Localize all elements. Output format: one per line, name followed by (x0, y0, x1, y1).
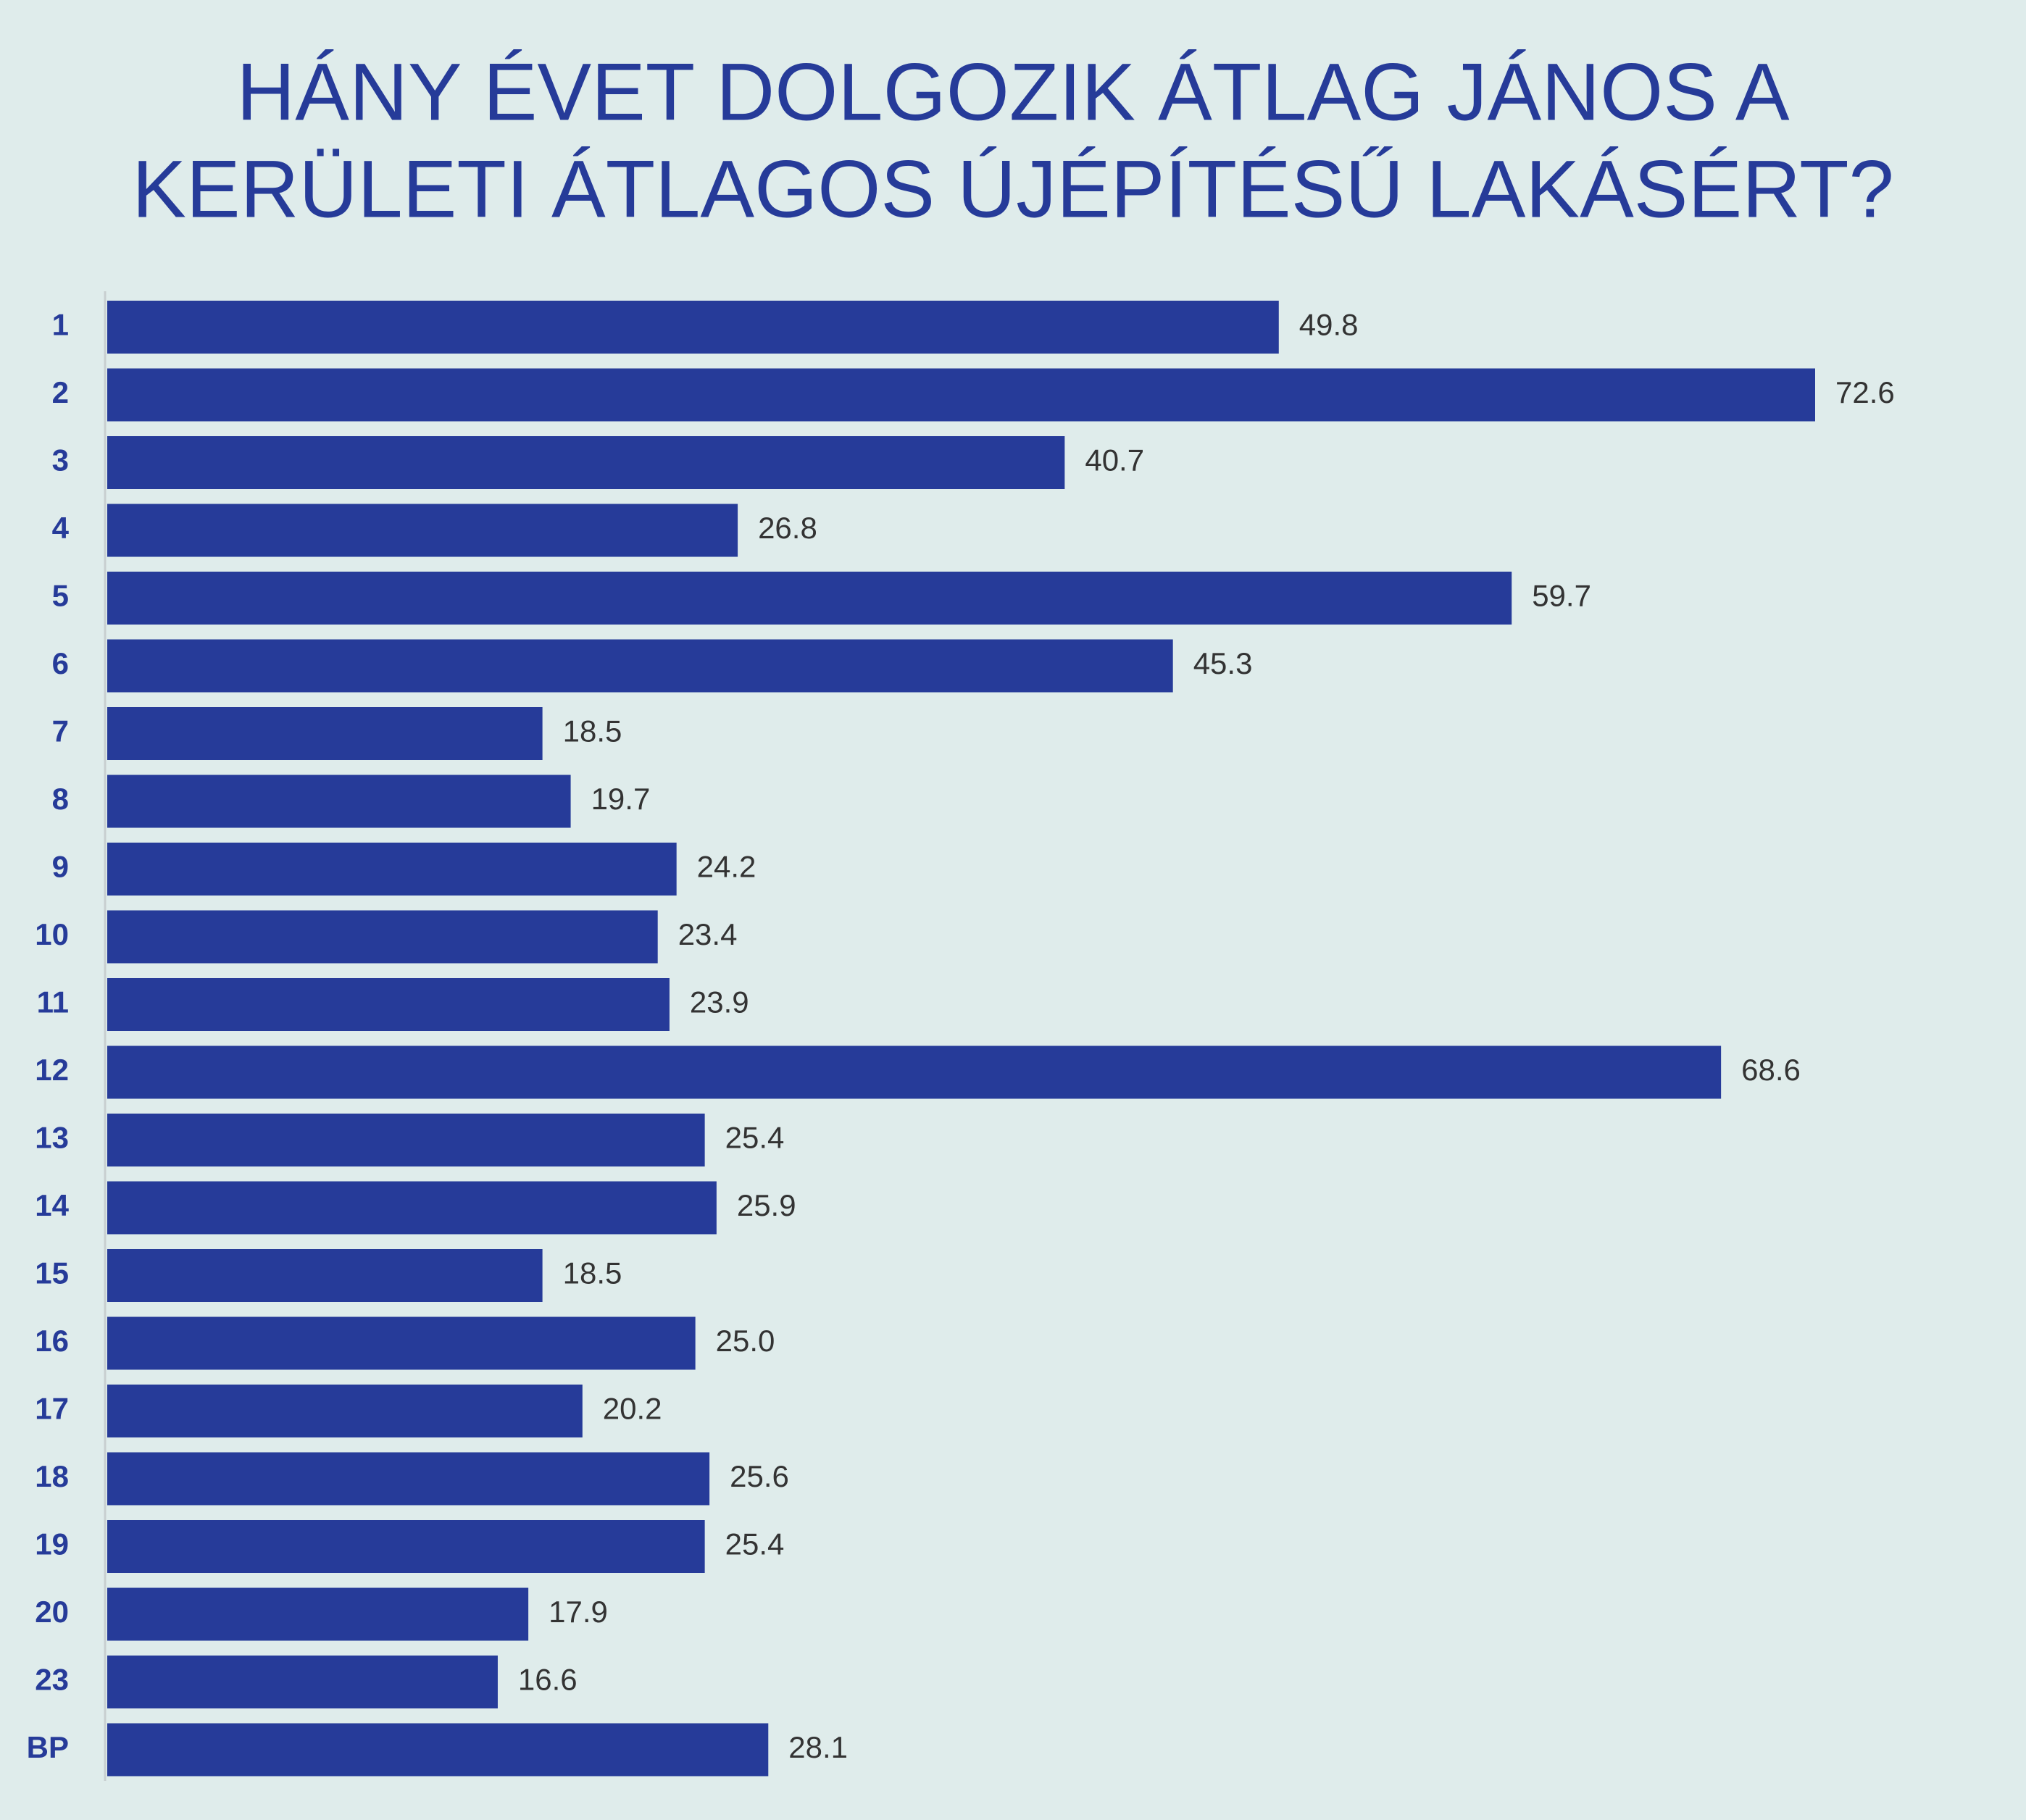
bar (107, 301, 1279, 354)
bar (107, 1656, 498, 1708)
category-label: BP (27, 1730, 69, 1764)
value-label: 28.1 (788, 1730, 848, 1764)
value-label: 18.5 (563, 1256, 622, 1290)
category-label: 17 (35, 1392, 69, 1426)
category-label: 11 (37, 985, 69, 1019)
chart-title: KERÜLETI ÁTLAGOS ÚJÉPÍTÉSŰ LAKÁSÉRT? (132, 144, 1894, 235)
value-label: 23.4 (678, 917, 738, 951)
category-label: 15 (35, 1256, 69, 1290)
category-label: 6 (52, 646, 69, 680)
bar (107, 1316, 696, 1370)
value-label: 17.9 (549, 1595, 608, 1629)
value-label: 25.4 (725, 1527, 785, 1561)
bar (107, 368, 1815, 422)
bar (107, 843, 677, 896)
bar (107, 572, 1512, 625)
value-label: 45.3 (1193, 646, 1253, 680)
value-label: 49.8 (1299, 308, 1359, 342)
value-label: 25.0 (716, 1324, 775, 1358)
value-label: 59.7 (1532, 579, 1591, 613)
bar (107, 1723, 769, 1777)
category-label: 16 (35, 1324, 69, 1358)
bar (107, 1385, 583, 1437)
value-label: 19.7 (591, 782, 651, 816)
bar (107, 707, 543, 760)
value-label: 20.2 (603, 1392, 662, 1426)
category-label: 8 (52, 782, 69, 816)
bar (107, 1520, 705, 1573)
bar (107, 1452, 710, 1506)
value-label: 40.7 (1085, 443, 1144, 477)
value-label: 68.6 (1741, 1053, 1801, 1087)
category-label: 20 (35, 1595, 69, 1629)
category-label: 13 (35, 1121, 69, 1155)
category-label: 5 (52, 579, 69, 613)
value-label: 18.5 (563, 714, 622, 748)
category-label: 18 (35, 1459, 69, 1493)
value-label: 72.6 (1835, 375, 1895, 409)
category-label: 3 (52, 443, 69, 477)
bar (107, 978, 670, 1031)
category-label: 9 (52, 850, 69, 884)
category-label: 2 (52, 375, 69, 409)
value-label: 25.9 (737, 1188, 796, 1222)
category-label: 14 (35, 1188, 69, 1222)
value-label: 25.6 (730, 1459, 789, 1493)
value-label: 26.8 (758, 511, 817, 545)
value-label: 25.4 (725, 1121, 785, 1155)
value-label: 16.6 (518, 1663, 578, 1697)
category-label: 12 (35, 1053, 69, 1087)
bar (107, 504, 738, 557)
category-label: 7 (52, 714, 69, 748)
bar (107, 639, 1173, 693)
category-label: 23 (35, 1663, 69, 1697)
bar (107, 1587, 529, 1641)
bar (107, 1045, 1722, 1099)
bar (107, 775, 571, 828)
value-label: 23.9 (690, 985, 749, 1019)
category-label: 1 (52, 308, 69, 342)
bar (107, 1249, 543, 1302)
category-label: 19 (35, 1527, 69, 1561)
bar (107, 1181, 717, 1235)
bar (107, 436, 1065, 489)
category-label: 10 (35, 917, 69, 951)
bar (107, 910, 658, 964)
value-label: 24.2 (697, 850, 756, 884)
bar (107, 1114, 705, 1166)
category-label: 4 (52, 511, 70, 545)
chart-title: HÁNY ÉVET DOLGOZIK ÁTLAG JÁNOS A (236, 47, 1789, 138)
